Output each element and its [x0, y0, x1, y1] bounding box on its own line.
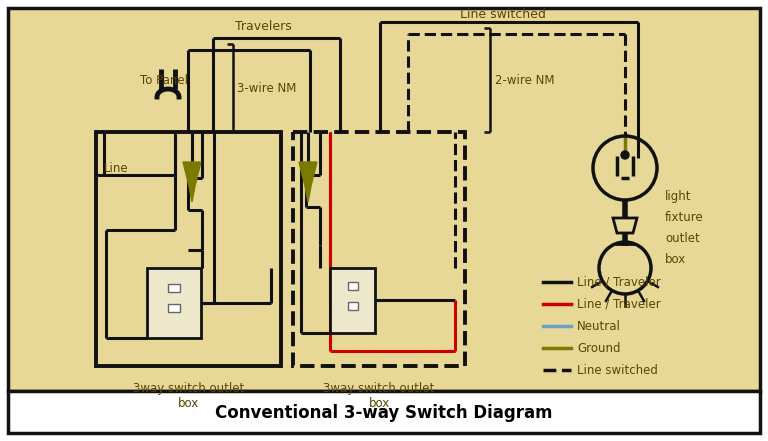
FancyBboxPatch shape — [330, 268, 375, 333]
FancyBboxPatch shape — [347, 282, 357, 290]
Text: Line: Line — [104, 161, 128, 175]
Text: Line switched: Line switched — [460, 8, 546, 22]
FancyBboxPatch shape — [347, 302, 357, 310]
Text: Neutral: Neutral — [577, 319, 621, 333]
Text: Travelers: Travelers — [235, 19, 291, 33]
Circle shape — [621, 151, 629, 159]
Polygon shape — [183, 162, 201, 202]
Text: Line / Traveler: Line / Traveler — [577, 276, 660, 288]
FancyBboxPatch shape — [168, 284, 180, 292]
Text: Line / Traveler: Line / Traveler — [577, 298, 660, 310]
Text: Line switched: Line switched — [577, 363, 658, 377]
Text: To Panel: To Panel — [140, 75, 188, 87]
Text: 3-wire NM: 3-wire NM — [237, 82, 296, 94]
Text: 2-wire NM: 2-wire NM — [495, 74, 554, 86]
FancyBboxPatch shape — [293, 132, 465, 366]
FancyBboxPatch shape — [96, 132, 281, 366]
FancyBboxPatch shape — [168, 304, 180, 312]
Polygon shape — [299, 162, 317, 202]
FancyBboxPatch shape — [147, 268, 201, 338]
Text: Conventional 3-way Switch Diagram: Conventional 3-way Switch Diagram — [215, 404, 553, 422]
Text: 3way switch outlet
box: 3way switch outlet box — [323, 382, 435, 410]
FancyBboxPatch shape — [8, 8, 760, 391]
Text: 3way switch outlet
box: 3way switch outlet box — [133, 382, 244, 410]
Text: light
fixture
outlet
box: light fixture outlet box — [665, 190, 703, 266]
Text: Ground: Ground — [577, 341, 621, 355]
Polygon shape — [613, 218, 637, 233]
FancyBboxPatch shape — [8, 391, 760, 433]
